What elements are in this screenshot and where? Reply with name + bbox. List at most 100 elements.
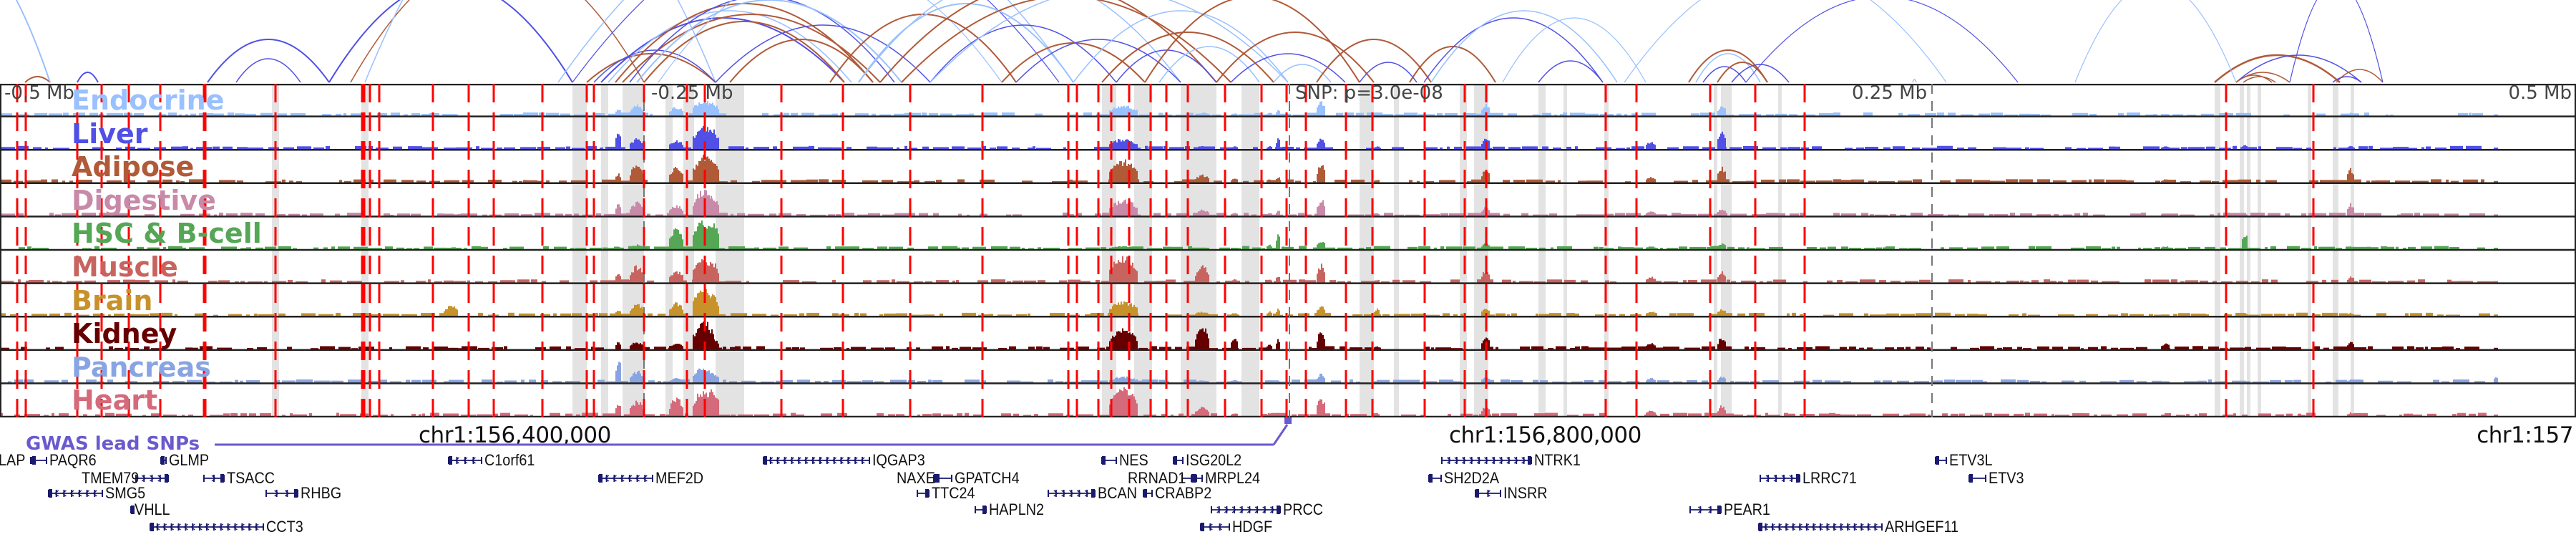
gene-label[interactable]: ETV3 (1989, 469, 2024, 487)
gene-label[interactable]: LRRC71 (1802, 469, 1857, 487)
signal-bar (1205, 112, 1206, 116)
gene-label[interactable]: C1orf61 (484, 451, 535, 469)
gene-nes[interactable] (1101, 456, 1117, 465)
gene-label[interactable]: BCAN (1098, 484, 1138, 502)
gene-paqr6[interactable] (31, 456, 47, 465)
signal-bar (1843, 381, 1851, 383)
gene-hapln2[interactable] (975, 505, 987, 514)
gene-label[interactable]: TSACC (227, 469, 275, 487)
gene-mrpl24[interactable] (1191, 474, 1203, 483)
gene-tsacc[interactable] (203, 474, 225, 483)
gene-rhbg[interactable] (265, 489, 298, 498)
gene-arhgef11[interactable] (1758, 523, 1883, 531)
signal-bar (715, 374, 716, 383)
gene-mef2d[interactable] (598, 474, 653, 483)
gene-label[interactable]: LAP (0, 451, 26, 469)
signal-bar (1299, 246, 1307, 249)
signal-bar (2161, 281, 2162, 283)
gene-label[interactable]: ARHGEF11 (1885, 518, 1959, 536)
signal-bar (693, 235, 694, 249)
gene-label[interactable]: CCT3 (266, 518, 303, 536)
gene-etv3[interactable] (1968, 474, 1986, 483)
gene-sh2d2a[interactable] (1428, 474, 1442, 483)
signal-bar (709, 299, 711, 316)
gene-label[interactable]: INSRR (1503, 484, 1548, 502)
gene-label[interactable]: CRABP2 (1155, 484, 1212, 502)
gene-label[interactable]: TTC24 (932, 484, 975, 502)
signal-bar (2497, 281, 2498, 283)
signal-bar (956, 280, 959, 283)
gene-label[interactable]: IQGAP3 (872, 451, 925, 469)
signal-bar (2119, 379, 2134, 383)
gene-label[interactable]: GPATCH4 (955, 469, 1020, 487)
signal-bar (932, 379, 942, 383)
gene-prcc[interactable] (1211, 505, 1281, 514)
signal-bar (615, 344, 617, 349)
gene-etv3l[interactable] (1935, 456, 1947, 465)
signal-bar (1605, 280, 1609, 283)
signal-bar (1857, 414, 1871, 416)
gene-label[interactable]: MEF2D (655, 469, 704, 487)
gene-label[interactable]: ISG20L2 (1186, 451, 1242, 469)
signal-bar (517, 279, 530, 283)
gene-insrr[interactable] (1475, 489, 1501, 498)
gene-pear1[interactable] (1689, 505, 1722, 514)
gene-tmem79[interactable] (135, 474, 169, 483)
gene-label[interactable]: SH2D2A (1444, 469, 1500, 487)
signal-bar (637, 304, 638, 316)
gene-bcan[interactable] (1048, 489, 1096, 498)
signal-bar (1133, 247, 1135, 249)
signal-bar (1899, 248, 1908, 249)
signal-bar (2348, 113, 2350, 116)
gene-lrrc71[interactable] (1760, 474, 1800, 483)
signal-bar (2137, 381, 2147, 383)
signal-bar (2200, 180, 2211, 183)
gene-label[interactable]: ETV3L (1949, 451, 1993, 469)
signal-bar (703, 155, 704, 183)
gene-label[interactable]: RRNAD1 (1128, 469, 1186, 487)
gene-label[interactable]: GLMP (169, 451, 210, 469)
gene-vhll[interactable] (130, 505, 135, 514)
signal-bar (1552, 381, 1567, 383)
signal-bar (2109, 146, 2115, 150)
gene-iqgap3[interactable] (763, 456, 870, 465)
gene-label[interactable]: PRCC (1283, 500, 1324, 518)
gene-isg20l2[interactable] (1173, 456, 1184, 465)
gene-label[interactable]: TMEM79 (82, 469, 140, 487)
gene-label[interactable]: RHBG (301, 484, 342, 502)
signal-bar (1318, 334, 1319, 349)
gene-gpatch4[interactable] (935, 474, 952, 483)
gene-label[interactable]: MRPL24 (1205, 469, 1261, 487)
gwas-snp-marker[interactable] (1284, 417, 1292, 424)
signal-bar (2336, 248, 2342, 249)
gene-label[interactable]: NAXE (897, 469, 935, 487)
signal-bar (1534, 413, 1545, 416)
gene-label[interactable]: PEAR1 (1724, 500, 1770, 518)
gene-label[interactable]: VHLL (135, 500, 170, 518)
signal-bar (67, 281, 82, 283)
gene-exon (1478, 457, 1480, 464)
gene-label[interactable]: HAPLN2 (989, 500, 1045, 518)
gene-exon (1508, 457, 1510, 464)
signal-bar (385, 246, 393, 249)
gene-hdgf[interactable] (1200, 523, 1230, 531)
gene-label[interactable]: SMG5 (105, 484, 146, 502)
signal-bar (331, 246, 335, 249)
gene-ntrk1[interactable] (1441, 456, 1532, 465)
gene-cct3[interactable] (150, 523, 264, 531)
gene-smg5[interactable] (48, 489, 103, 498)
gene-c1orf61[interactable] (448, 456, 482, 465)
gene-label[interactable]: PAQR6 (49, 451, 97, 469)
gene-exon (185, 523, 187, 531)
gene-label[interactable]: HDGF (1232, 518, 1273, 536)
signal-bar (670, 143, 672, 150)
gene-label[interactable]: NTRK1 (1534, 451, 1581, 469)
gene-exon (1091, 489, 1095, 498)
gene-ttc24[interactable] (917, 489, 930, 498)
signal-bar (504, 380, 517, 383)
signal-bar (956, 114, 969, 116)
gene-glmp[interactable] (160, 456, 167, 465)
signal-bar (452, 307, 454, 316)
gene-crabp2[interactable] (1143, 489, 1153, 498)
gene-label[interactable]: NES (1119, 451, 1148, 469)
